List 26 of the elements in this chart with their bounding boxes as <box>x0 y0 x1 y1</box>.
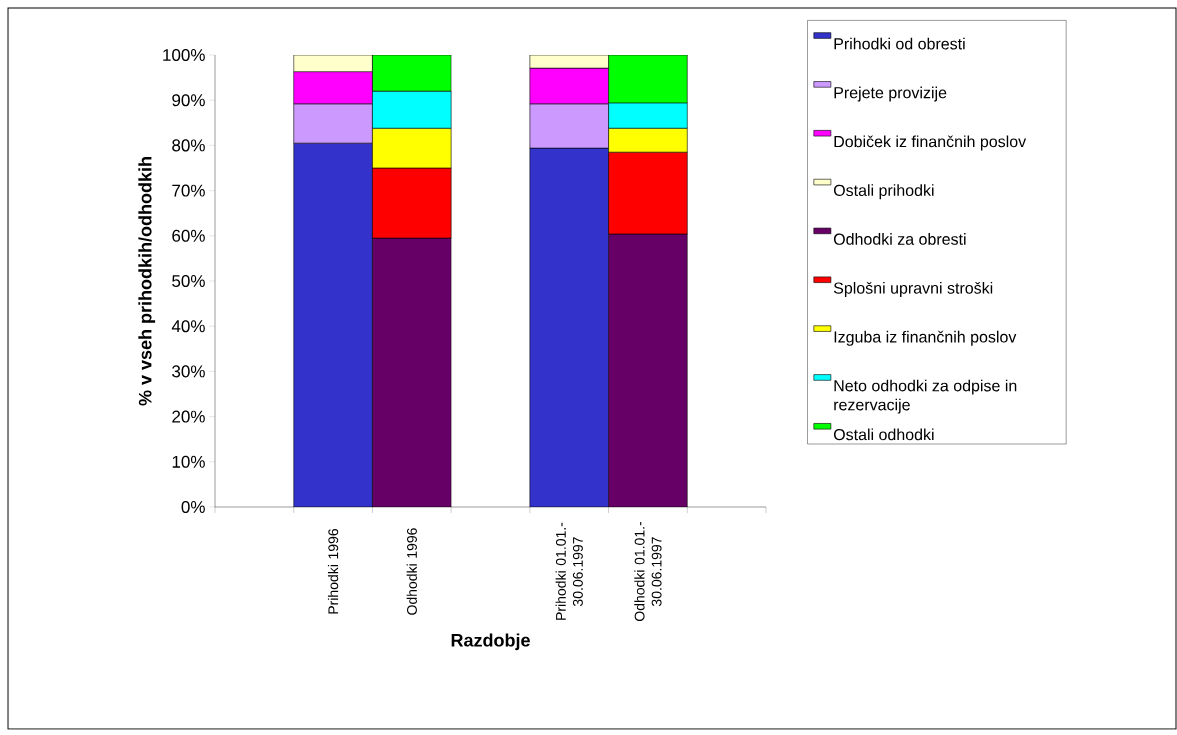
x-tick-label: Odhodki 01.01.-30.06.1997 <box>634 521 662 622</box>
y-tick-label: 10% <box>172 455 205 468</box>
legend-label: Izguba iz finančnih poslov <box>834 330 1017 346</box>
y-tick-label: 80% <box>172 139 205 152</box>
x-tick-label: Prihodki 01.01.-30.06.1997 <box>555 522 583 620</box>
y-tick-label: 30% <box>172 365 205 378</box>
legend-label: Dobiček iz finančnih poslov <box>834 135 1027 151</box>
y-tick-label: 90% <box>172 94 205 107</box>
legend-label: Neto odhodki za odpise in rezervacije <box>834 379 1017 414</box>
y-tick-label: 0% <box>181 500 205 514</box>
x-tick-label: Prihodki 1996 <box>327 528 339 614</box>
y-tick-label: 50% <box>172 274 205 288</box>
legend-label: Prejete provizije <box>834 86 947 102</box>
y-axis-title: % v vseh prihodkih/odhodkih <box>138 157 156 406</box>
legend-label: Odhodki za obresti <box>833 233 966 245</box>
x-tick-label: Odhodki 1996 <box>406 528 417 615</box>
y-tick-label: 40% <box>171 320 205 333</box>
y-tick-label: 60% <box>172 229 205 242</box>
y-tick-label: 70% <box>172 184 205 197</box>
y-tick-label: 100% <box>163 48 205 62</box>
legend-label: Splošni upravni stroški <box>833 281 993 297</box>
legend-label: Prihodki od obresti <box>834 37 965 50</box>
legend-label: Ostali odhodki <box>833 428 934 441</box>
x-axis-title: Razdobje <box>451 633 530 651</box>
y-tick-label: 20% <box>172 410 205 423</box>
legend-label: Ostali prihodki <box>833 184 934 200</box>
